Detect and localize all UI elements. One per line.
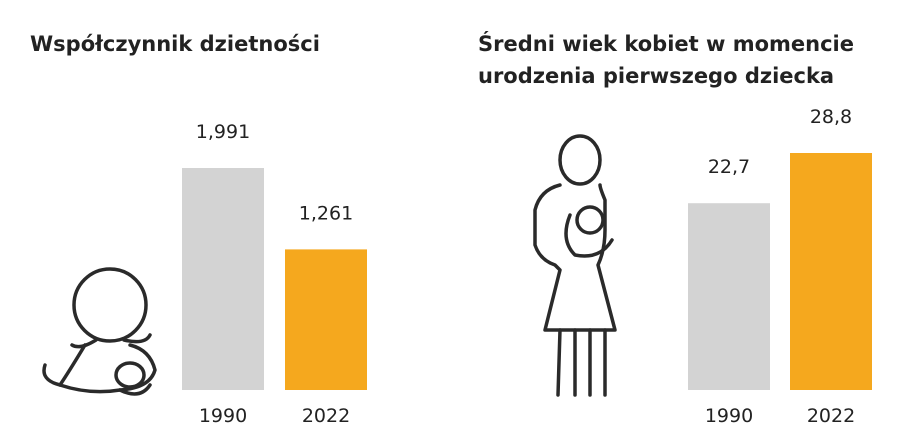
x-tick-label: 2022 bbox=[807, 405, 855, 427]
bar bbox=[688, 203, 770, 390]
bar bbox=[182, 168, 264, 390]
x-tick-label: 2022 bbox=[302, 405, 350, 427]
mother-icon bbox=[533, 134, 617, 397]
value-label: 22,7 bbox=[708, 156, 750, 178]
bar bbox=[285, 249, 367, 390]
chart-title: Współczynnik dzietności bbox=[30, 32, 320, 56]
x-tick-label: 1990 bbox=[705, 405, 753, 427]
value-label: 28,8 bbox=[810, 106, 852, 128]
x-tick-label: 1990 bbox=[199, 405, 247, 427]
bar bbox=[790, 153, 872, 390]
chart-title: Średni wiek kobiet w momencie urodzenia … bbox=[478, 32, 854, 88]
baby-icon bbox=[42, 267, 157, 396]
value-label: 1,991 bbox=[196, 121, 250, 143]
value-label: 1,261 bbox=[299, 202, 353, 224]
